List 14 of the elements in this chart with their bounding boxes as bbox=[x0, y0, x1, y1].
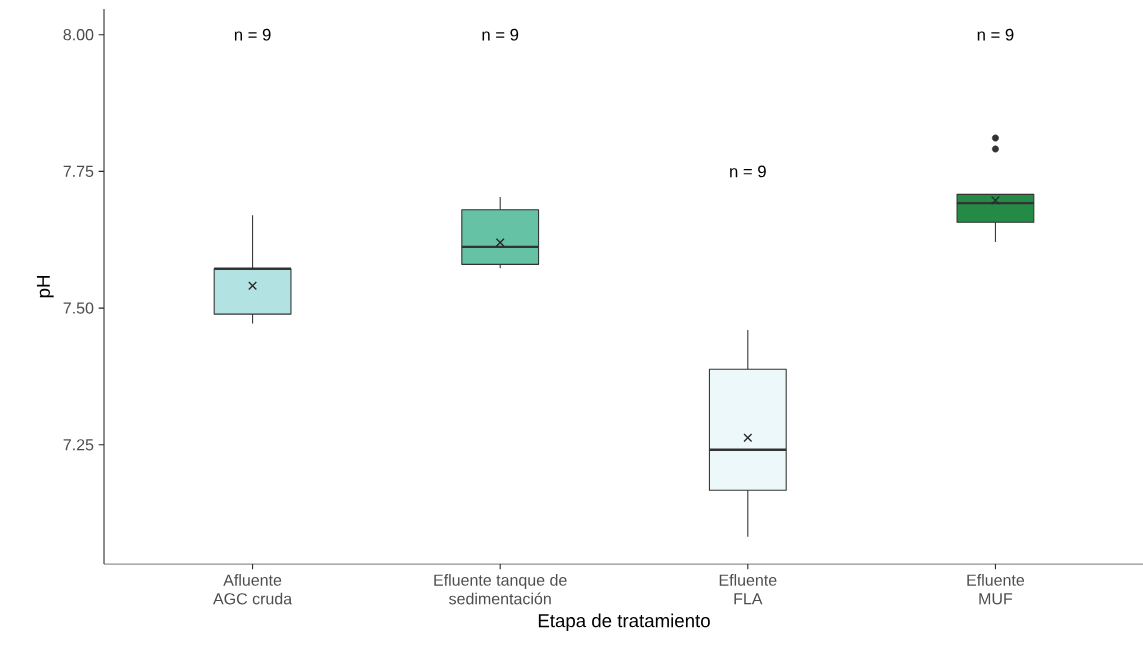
y-axis-title: pH bbox=[36, 276, 54, 298]
x-tick-label: Efluente MUF bbox=[967, 574, 1025, 605]
annotation: n = 9 bbox=[234, 28, 271, 41]
y-tick-label: 7.25 bbox=[63, 439, 94, 451]
x-tick-label: Efluente tanque de sedimentación bbox=[434, 574, 567, 605]
y-tick-label: 7.50 bbox=[63, 302, 94, 314]
x-tick-label: Efluente FLA bbox=[719, 574, 777, 605]
annotation: n = 9 bbox=[730, 165, 766, 178]
y-tick-label: 7.75 bbox=[63, 165, 94, 177]
annotation: n = 9 bbox=[977, 28, 1014, 41]
x-axis-title: Etapa de tratamiento bbox=[538, 613, 710, 632]
x-tick-label: Afluente AGC cruda bbox=[213, 574, 293, 605]
y-tick-label: 8.00 bbox=[63, 29, 94, 41]
annotation: n = 9 bbox=[482, 28, 519, 41]
